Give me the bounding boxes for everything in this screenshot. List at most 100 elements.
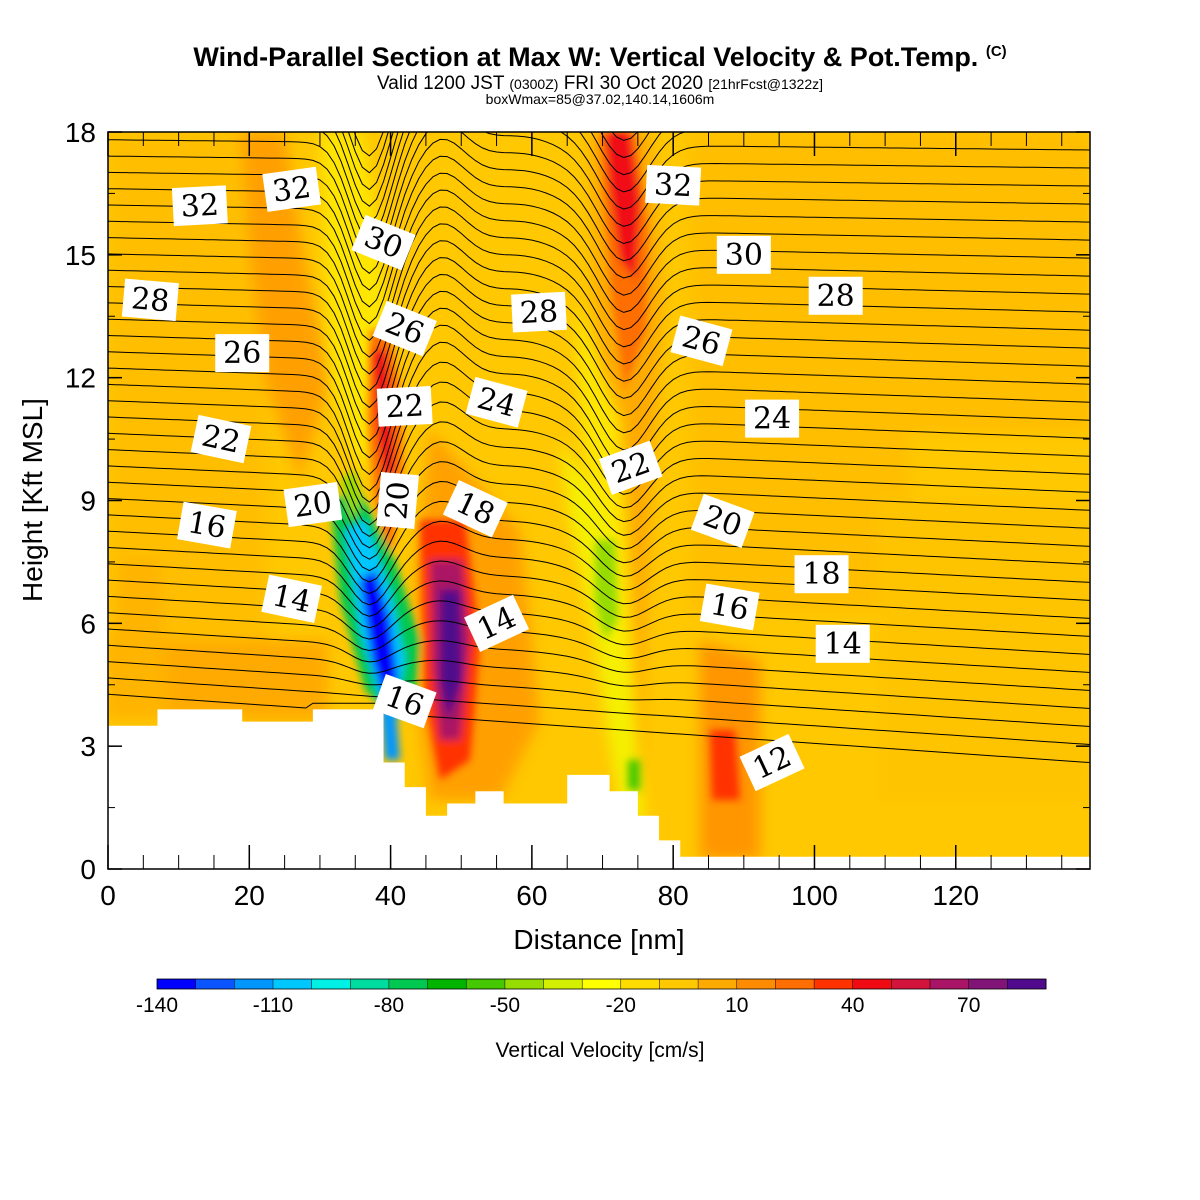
- theta-contour: [108, 401, 1090, 526]
- theta-contour: [108, 661, 1090, 727]
- contour-label: 32: [171, 185, 228, 227]
- axes: 0 3 6 9 12 15 18 0 20 40 60 80 100 120: [65, 117, 1090, 911]
- colorbar-swatch: [852, 979, 892, 989]
- x-tick-label: 40: [375, 880, 406, 911]
- contour-label-box: [262, 166, 322, 212]
- contour-label-text: 20: [292, 485, 335, 525]
- contour-label-box: [745, 399, 800, 438]
- contour-label: 20: [283, 482, 343, 528]
- theta-contour: [108, 677, 1090, 745]
- colorbar-swatch: [311, 979, 351, 989]
- contour-label: 14: [261, 574, 323, 623]
- contour-label-text: 22: [199, 418, 244, 460]
- contour-label-box: [464, 594, 530, 652]
- contour-label-box: [372, 300, 437, 357]
- box-info: boxWmax=85@37.02,140.14,1606m: [485, 91, 715, 107]
- contour-label-box: [808, 276, 863, 315]
- colorbar-swatch: [775, 979, 815, 989]
- theta-contour: [108, 628, 1090, 691]
- colorbar-swatch: [388, 979, 429, 989]
- contour-label-box: [376, 471, 419, 530]
- theta-contour: [108, 206, 1090, 358]
- y-tick-label: 9: [80, 486, 96, 517]
- contour-label-box: [121, 278, 179, 322]
- y-tick-label: 3: [80, 731, 96, 762]
- contour-label-box: [215, 334, 270, 373]
- terrain-mask: [108, 709, 1090, 869]
- theta-contour: [108, 441, 1090, 549]
- contour-label-text: 30: [725, 238, 763, 273]
- colorbar-swatch: [736, 979, 776, 989]
- x-tick-label: 0: [100, 880, 116, 911]
- chart-title: Wind-Parallel Section at Max W: Vertical…: [193, 42, 1007, 72]
- colorbar-swatch: [273, 979, 313, 989]
- theta-contour: [108, 520, 1090, 594]
- theta-contour: [108, 189, 1090, 341]
- contour-label: 16: [177, 501, 237, 549]
- theta-contour: [108, 341, 1090, 492]
- theta-contour: [108, 273, 1090, 425]
- contour-label: 16: [372, 674, 437, 729]
- colorbar-tick-label: -110: [253, 994, 293, 1017]
- contour-label-box: [171, 185, 228, 227]
- theta-contour: [108, 421, 1090, 538]
- colorbar-tick-label: 10: [725, 994, 748, 1017]
- theta-contour: [108, 290, 1090, 442]
- x-tick-label: 60: [516, 880, 547, 911]
- x-tick-label: 120: [932, 880, 979, 911]
- contour-label: 18: [794, 555, 849, 594]
- contour-label: 28: [808, 276, 863, 315]
- colorbar-swatch: [930, 979, 970, 989]
- contour-label-box: [815, 624, 870, 663]
- colorbar-tick-label: -20: [606, 994, 636, 1017]
- copyright-mark: (C): [985, 43, 1007, 60]
- theta-contour: [108, 172, 1090, 325]
- contour-label-text: 18: [802, 557, 840, 592]
- contour-label-box: [716, 235, 771, 274]
- contour-label-box: [442, 480, 508, 538]
- theta-contour: [108, 257, 1090, 409]
- contour-label-text: 22: [385, 388, 425, 425]
- colorbar-swatch: [698, 979, 738, 989]
- colorbar-tick-label: -140: [136, 994, 178, 1017]
- contour-label-box: [372, 674, 437, 729]
- colorbar-tick-label: 70: [957, 994, 980, 1017]
- colorbar-tick-label: -80: [374, 994, 404, 1017]
- colorbar-swatch: [234, 979, 274, 989]
- contour-label-text: 26: [223, 336, 261, 371]
- colorbar-swatch: [659, 979, 699, 989]
- theta-contour: [108, 324, 1090, 476]
- contour-label-box: [177, 501, 237, 549]
- colorbar-frame: [156, 978, 1047, 990]
- colorbar-swatch: [968, 979, 1008, 989]
- colorbar-tick-label: 40: [841, 994, 864, 1017]
- theta-contour: [108, 223, 1090, 375]
- colorbar-swatch: [195, 979, 235, 989]
- theta-contour: [108, 381, 1090, 515]
- y-tick-label: 12: [65, 363, 96, 394]
- theta-contour: [321, 132, 1090, 224]
- contour-label: 24: [465, 376, 528, 428]
- contour-label-box: [598, 440, 663, 495]
- theta-contour: [108, 500, 1090, 583]
- y-tick-label: 15: [65, 240, 96, 271]
- contour-label: 22: [376, 385, 433, 427]
- contour-label-box: [283, 482, 343, 528]
- contour-label-text: 20: [379, 480, 417, 521]
- contour-label-text: 28: [817, 279, 855, 314]
- contour-label-text: 14: [269, 578, 314, 620]
- contour-label-text: 32: [270, 170, 313, 210]
- contour-label: 26: [215, 334, 270, 373]
- contour-label-box: [794, 555, 849, 594]
- contour-label-text: 14: [824, 627, 862, 662]
- theta-contour: [108, 693, 1090, 763]
- contour-label-box: [351, 214, 416, 271]
- theta-contour: [108, 240, 1090, 392]
- contour-label-text: 16: [185, 505, 229, 546]
- contour-label: 16: [699, 583, 760, 631]
- contour-label: 30: [716, 235, 771, 274]
- x-tick-label: 20: [234, 880, 265, 911]
- contour-label: 32: [262, 166, 322, 212]
- colorbar-swatch: [427, 979, 467, 989]
- contour-label-text: 32: [180, 188, 220, 225]
